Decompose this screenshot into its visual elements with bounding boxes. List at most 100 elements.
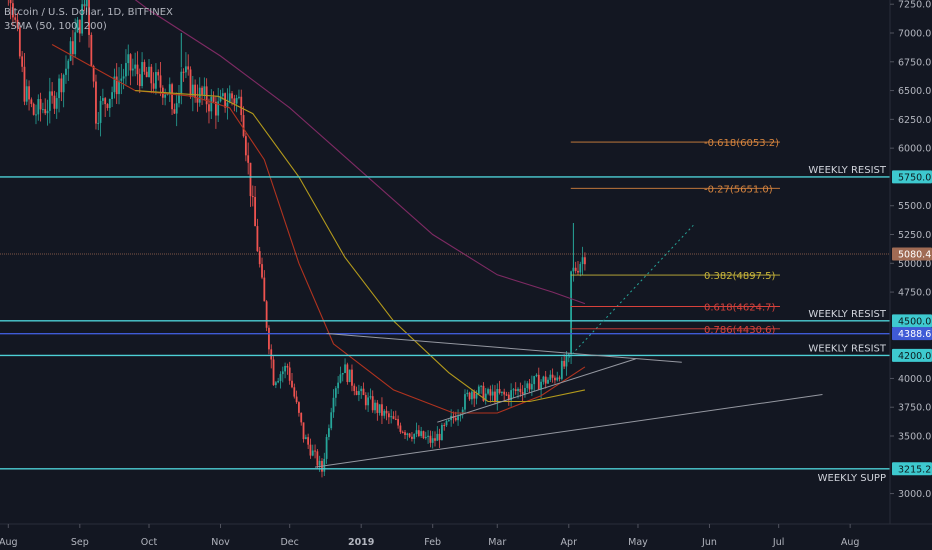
time-tick-label: Oct	[141, 537, 158, 548]
trendline-triangle-bottom	[437, 358, 636, 423]
candle-body	[263, 277, 266, 302]
candle-body	[420, 431, 423, 436]
candle-body	[134, 64, 137, 69]
candle-body	[505, 394, 508, 396]
sma-line	[51, 44, 586, 414]
candle-body	[125, 63, 127, 77]
candle-body	[461, 409, 464, 415]
candle-body	[556, 377, 559, 381]
indicator-legend[interactable]: 3SMA (50, 100, 200)	[4, 21, 107, 32]
level-price-tag: 4200.0	[898, 351, 931, 362]
candle-body	[487, 389, 489, 394]
candle-body	[302, 422, 305, 440]
candle-body	[514, 389, 517, 392]
price-tick-label: 4750.0	[898, 288, 931, 299]
candle-body	[507, 394, 510, 401]
candle-body	[360, 388, 363, 392]
candle-body	[189, 69, 192, 97]
candle-body	[35, 114, 37, 116]
candle-body	[48, 91, 51, 111]
price-axis-tags: 5080.4 5750.0 4500.0 4200.0 3215.2 4388.6	[892, 170, 932, 476]
candle-body	[69, 41, 72, 61]
candle-body	[138, 74, 141, 87]
candle-body	[484, 393, 487, 401]
candle-body	[376, 402, 379, 413]
candle-body	[214, 101, 217, 116]
price-axis-panel[interactable]	[890, 0, 932, 524]
candle-body	[65, 68, 67, 75]
candle-body	[468, 392, 471, 400]
time-tick-label: May	[628, 537, 648, 548]
candle-body	[318, 460, 321, 466]
candle-body	[413, 433, 416, 439]
candle-body	[480, 385, 483, 387]
candle-body	[286, 365, 289, 368]
candle-body	[203, 86, 206, 95]
candle-body	[251, 196, 254, 198]
weekly-level-label: WEEKLY SUPP	[818, 473, 886, 484]
candle-body	[429, 435, 432, 443]
candle-body	[55, 98, 58, 109]
candle-body	[579, 264, 582, 273]
candle-body	[212, 96, 215, 102]
candle-body	[12, 3, 14, 18]
fib-layer: -0.618(6053.2) -0.27(5651.0) 0.382(4897.5)…	[570, 138, 780, 336]
candle-body	[415, 430, 418, 434]
candle-body	[219, 96, 222, 102]
candle-body	[242, 115, 245, 137]
candle-body	[362, 388, 365, 396]
candle-body	[249, 162, 252, 197]
time-tick-label: 2019	[348, 537, 374, 548]
fib-label: -0.27(5651.0)	[704, 184, 773, 195]
candle-body	[120, 78, 123, 81]
candle-body	[157, 72, 160, 76]
price-tick-label: 6250.0	[898, 115, 931, 126]
candle-body	[443, 424, 446, 426]
candle-body	[71, 41, 74, 55]
candle-body	[185, 66, 187, 73]
candle-body	[517, 388, 519, 392]
candle-body	[535, 374, 538, 377]
candle-body	[92, 66, 95, 82]
sma-layer	[51, 0, 586, 414]
candle-body	[436, 433, 439, 441]
candle-body	[270, 349, 273, 360]
candle-body	[291, 380, 293, 388]
candle-body	[238, 96, 240, 98]
level-price-tag-bg	[892, 314, 932, 328]
candle-body	[226, 102, 229, 108]
time-axis[interactable]: Aug Sep Oct Nov Dec 2019 Feb Mar Apr May Jun Jul Aug	[0, 524, 859, 548]
candle-body	[9, 0, 12, 4]
price-tick-label: 6500.0	[898, 86, 931, 97]
candle-body	[191, 84, 194, 97]
sma-line	[134, 0, 586, 305]
candle-body	[44, 109, 47, 114]
symbol-title[interactable]: Bitcoin / U.S. Dollar, 1D, BITFINEX	[4, 7, 173, 18]
candle-body	[574, 267, 577, 271]
price-tick-label: 6000.0	[898, 144, 931, 155]
candle-body	[171, 84, 173, 110]
candle-body	[168, 84, 171, 94]
candle-body	[392, 416, 395, 419]
candle-body	[510, 390, 513, 401]
fib-label: 0.618(4624.7)	[704, 302, 776, 313]
candle-body	[544, 376, 547, 384]
candle-body	[127, 54, 130, 64]
candle-body	[113, 76, 116, 93]
candle-body	[422, 431, 425, 439]
candle-body	[417, 430, 420, 436]
candle-body	[496, 388, 499, 402]
time-tick-label: Feb	[424, 537, 441, 548]
fib-label: -0.618(6053.2)	[704, 138, 779, 149]
candle-body	[390, 416, 393, 418]
candle-body	[500, 391, 503, 393]
candle-body	[28, 86, 30, 100]
candle-body	[378, 404, 381, 413]
candle-body	[397, 419, 399, 426]
candle-body	[265, 301, 268, 328]
time-tick-label: Sep	[71, 537, 89, 548]
candle-body	[563, 360, 566, 367]
candle-body	[503, 391, 506, 395]
candle-body	[279, 374, 282, 381]
